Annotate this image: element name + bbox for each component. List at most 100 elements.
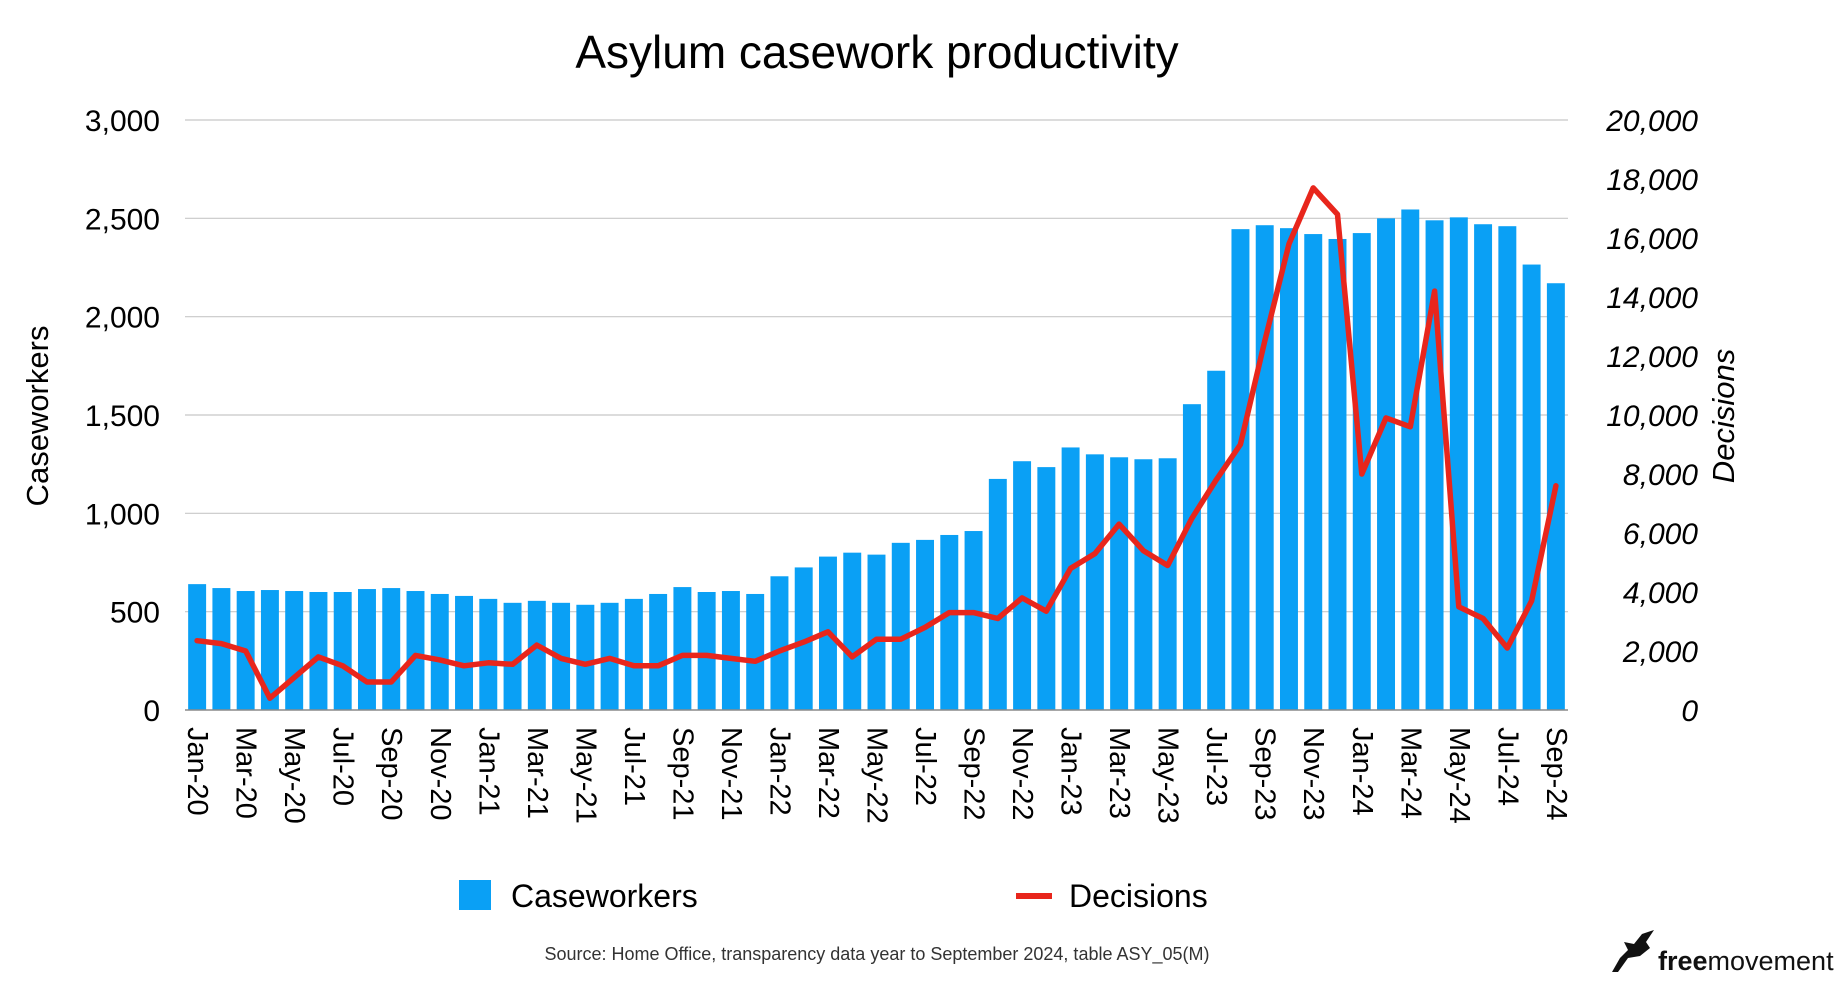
right-y-tick-label: 20,000 xyxy=(1605,105,1698,138)
x-tick-label: Mar-21 xyxy=(521,727,553,819)
x-tick-label: Jul-23 xyxy=(1200,727,1232,806)
bar-caseworkers xyxy=(697,592,716,710)
left-y-tick-label: 1,500 xyxy=(85,400,160,433)
bar-caseworkers xyxy=(309,592,328,710)
bar-caseworkers xyxy=(503,602,522,710)
bar-caseworkers xyxy=(1474,224,1493,710)
bar-caseworkers xyxy=(1037,467,1056,710)
bar-caseworkers xyxy=(1110,457,1129,710)
x-tick-label: May-22 xyxy=(861,727,893,824)
bar-caseworkers xyxy=(1182,404,1201,710)
x-tick-label: Mar-23 xyxy=(1103,727,1135,819)
x-tick-label: Mar-20 xyxy=(230,727,262,819)
x-tick-label: Sep-21 xyxy=(666,727,698,821)
bar-caseworkers xyxy=(455,595,474,710)
x-tick-label: Nov-20 xyxy=(424,727,456,821)
bar-caseworkers xyxy=(1085,454,1104,710)
bar-caseworkers xyxy=(1255,225,1274,710)
x-tick-label: Nov-22 xyxy=(1006,727,1038,821)
x-tick-label: May-20 xyxy=(278,727,310,824)
bar-caseworkers xyxy=(285,591,304,710)
bar-caseworkers xyxy=(1304,234,1323,711)
brand-wordmark: freemovement xyxy=(1658,946,1834,976)
bar-caseworkers xyxy=(406,591,425,710)
legend-swatch-caseworkers xyxy=(459,880,491,910)
bar-caseworkers xyxy=(212,588,231,710)
right-y-axis-ticks: 0 2,000 4,000 6,000 8,000 10,000 12,000 14,000 1… xyxy=(1605,105,1698,728)
bar-caseworkers xyxy=(1498,226,1517,710)
x-tick-label: Nov-21 xyxy=(715,727,747,821)
caseworkers-bars xyxy=(188,209,1565,711)
x-tick-label: Sep-23 xyxy=(1249,727,1281,821)
x-tick-label: Jul-22 xyxy=(909,727,941,806)
x-tick-label: Sep-24 xyxy=(1540,727,1572,821)
left-y-tick-label: 2,500 xyxy=(85,203,160,236)
bar-caseworkers xyxy=(527,600,546,710)
bar-caseworkers xyxy=(1522,264,1541,710)
bar-caseworkers xyxy=(430,593,449,710)
x-tick-label: Jul-21 xyxy=(618,727,650,806)
bar-caseworkers xyxy=(1328,238,1347,710)
bar-caseworkers xyxy=(1207,370,1226,710)
bar-caseworkers xyxy=(357,589,376,710)
right-y-tick-label: 10,000 xyxy=(1606,400,1698,433)
right-y-tick-label: 2,000 xyxy=(1622,636,1698,669)
right-y-tick-label: 0 xyxy=(1681,695,1698,728)
bar-caseworkers xyxy=(576,604,595,710)
bar-caseworkers xyxy=(1158,458,1177,710)
bar-caseworkers xyxy=(1061,447,1080,710)
x-tick-label: Nov-23 xyxy=(1297,727,1329,821)
x-tick-label: Sep-20 xyxy=(375,727,407,821)
bar-caseworkers xyxy=(843,552,862,710)
bar-caseworkers xyxy=(673,587,692,710)
x-axis-ticks: Jan-20 Mar-20 May-20 Jul-20 Sep-20 Nov-20 Jan-… xyxy=(181,727,1572,824)
right-y-tick-label: 12,000 xyxy=(1606,341,1698,374)
bar-caseworkers xyxy=(260,590,279,710)
legend-label-caseworkers: Caseworkers xyxy=(511,878,698,914)
bar-caseworkers xyxy=(770,576,789,710)
left-y-tick-label: 500 xyxy=(110,597,160,630)
x-tick-label: Jan-23 xyxy=(1055,727,1087,816)
right-y-axis-title: Decisions xyxy=(1706,349,1741,483)
x-tick-label: Jan-20 xyxy=(181,727,213,816)
bar-caseworkers xyxy=(1449,217,1468,710)
brand-logo: freemovement xyxy=(1612,930,1834,976)
x-tick-label: Jan-22 xyxy=(763,727,795,816)
x-tick-label: Jul-20 xyxy=(327,727,359,806)
bar-caseworkers xyxy=(794,567,813,710)
left-y-tick-label: 3,000 xyxy=(85,105,160,138)
bar-caseworkers xyxy=(940,534,959,710)
legend-label-decisions: Decisions xyxy=(1069,878,1208,914)
chart-title: Asylum casework productivity xyxy=(575,26,1178,78)
left-y-tick-label: 0 xyxy=(143,695,160,728)
x-tick-label: Sep-22 xyxy=(958,727,990,821)
bar-caseworkers xyxy=(746,593,765,710)
right-y-tick-label: 16,000 xyxy=(1606,223,1698,256)
bar-caseworkers xyxy=(1013,461,1032,710)
bar-caseworkers xyxy=(333,592,352,710)
bar-caseworkers xyxy=(1231,229,1250,710)
bar-caseworkers xyxy=(964,531,983,710)
x-tick-label: Jul-24 xyxy=(1491,727,1523,806)
source-note: Source: Home Office, transparency data y… xyxy=(544,944,1209,965)
left-y-tick-label: 2,000 xyxy=(85,302,160,335)
bar-caseworkers xyxy=(721,591,740,710)
x-tick-label: May-21 xyxy=(569,727,601,824)
bar-caseworkers xyxy=(382,588,401,710)
bar-caseworkers xyxy=(1134,459,1153,710)
line-decisions xyxy=(194,185,1559,701)
x-tick-label: Jan-24 xyxy=(1346,727,1378,816)
right-y-tick-label: 14,000 xyxy=(1606,282,1698,315)
bar-caseworkers xyxy=(479,598,498,710)
bar-caseworkers xyxy=(624,598,643,710)
bar-caseworkers xyxy=(649,593,668,710)
right-y-tick-label: 8,000 xyxy=(1623,459,1698,492)
x-tick-label: Mar-22 xyxy=(812,727,844,819)
bar-caseworkers xyxy=(1279,228,1298,710)
left-y-axis-title: Caseworkers xyxy=(20,326,55,507)
bar-caseworkers xyxy=(988,478,1007,710)
left-y-tick-label: 1,000 xyxy=(85,498,160,531)
x-tick-label: Mar-24 xyxy=(1394,727,1426,819)
decisions-line-series xyxy=(194,185,1559,701)
